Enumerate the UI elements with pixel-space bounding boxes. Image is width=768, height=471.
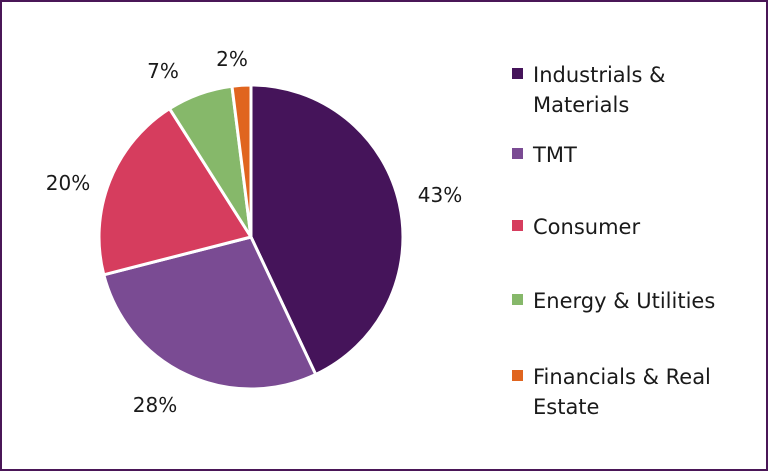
pie-label-consumer: 20% <box>46 171 90 195</box>
legend-item-energy: Energy & Utilities <box>512 286 748 316</box>
legend-item-tmt: TMT <box>512 140 748 170</box>
legend-swatch-tmt <box>512 148 523 159</box>
legend-swatch-financials <box>512 370 523 381</box>
pie-label-financials: 2% <box>216 47 248 71</box>
legend-item-industrials: Industrials & Materials <box>512 60 748 120</box>
pie-label-industrials: 43% <box>418 183 462 207</box>
legend-label-financials: Financials & Real Estate <box>533 362 748 422</box>
legend-label-tmt: TMT <box>533 140 748 170</box>
legend-item-financials: Financials & Real Estate <box>512 362 748 422</box>
pie-label-energy: 7% <box>147 59 179 83</box>
pie-label-tmt: 28% <box>133 393 177 417</box>
legend-swatch-energy <box>512 294 523 305</box>
legend-swatch-consumer <box>512 220 523 231</box>
legend-swatch-industrials <box>512 68 523 79</box>
pie-slices <box>99 85 403 389</box>
legend-label-energy: Energy & Utilities <box>533 286 748 316</box>
legend-item-consumer: Consumer <box>512 212 748 242</box>
legend-label-industrials: Industrials & Materials <box>533 60 748 120</box>
legend-label-consumer: Consumer <box>533 212 748 242</box>
